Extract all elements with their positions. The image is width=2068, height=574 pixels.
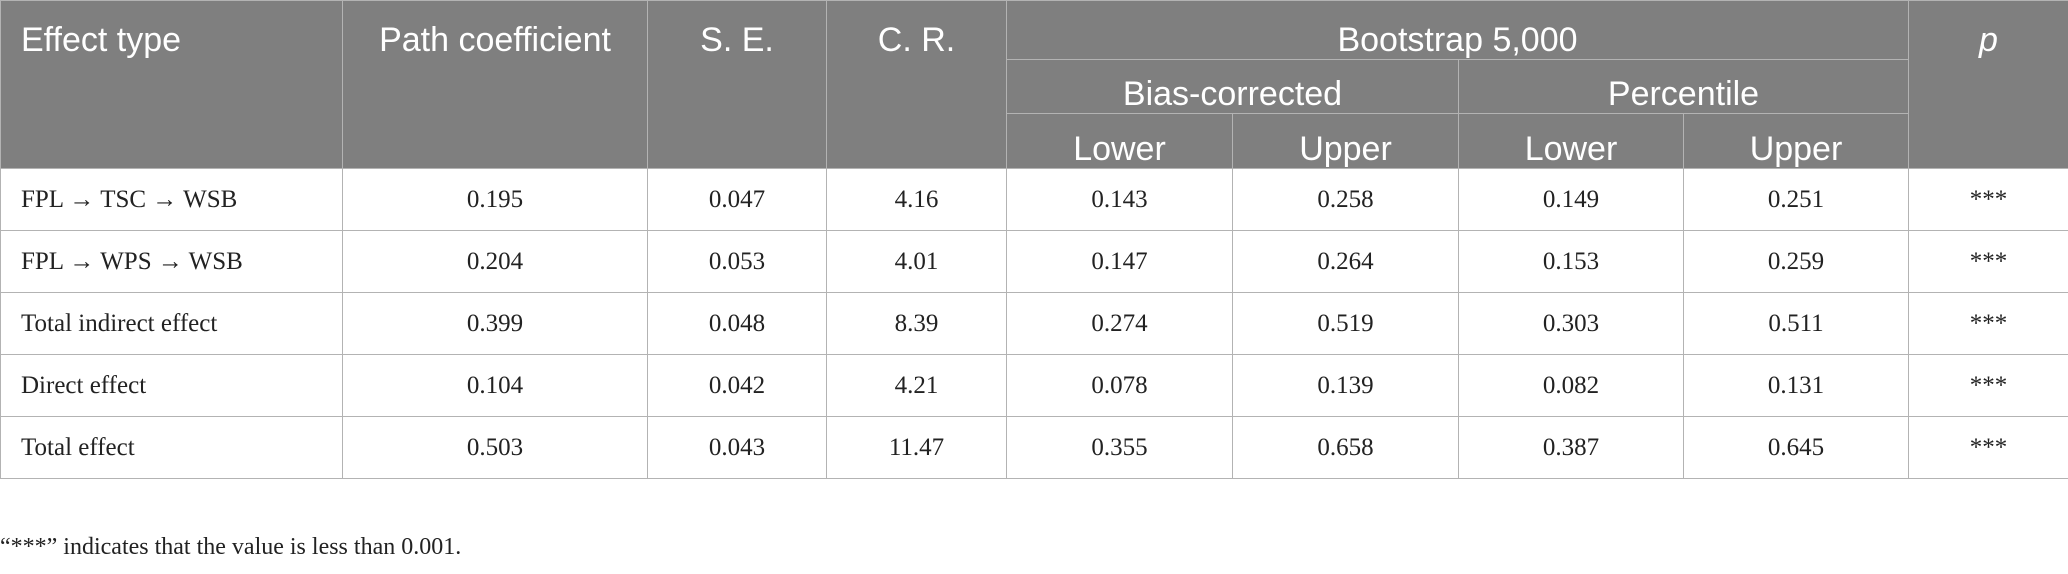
table-row: Total indirect effect 0.399 0.048 8.39 0… xyxy=(0,292,2068,355)
header-p: p xyxy=(1908,0,2068,169)
cell-bc-upper: 0.519 xyxy=(1232,292,1459,355)
header-cr: C. R. xyxy=(826,0,1007,169)
header-bias-corrected: Bias-corrected xyxy=(1006,59,1459,114)
cell-coef: 0.399 xyxy=(342,292,648,355)
cell-bc-lower: 0.147 xyxy=(1006,230,1233,293)
header-bc-lower: Lower xyxy=(1006,113,1233,169)
cell-p: *** xyxy=(1908,292,2068,355)
cell-se: 0.042 xyxy=(647,354,827,417)
header-bc-upper: Upper xyxy=(1232,113,1459,169)
cell-effect: Total effect xyxy=(0,416,343,479)
header-percentile: Percentile xyxy=(1458,59,1909,114)
cell-se: 0.048 xyxy=(647,292,827,355)
cell-p: *** xyxy=(1908,230,2068,293)
cell-pc-lower: 0.303 xyxy=(1458,292,1684,355)
table-row: Total effect 0.503 0.043 11.47 0.355 0.6… xyxy=(0,416,2068,479)
cell-p: *** xyxy=(1908,168,2068,231)
cell-coef: 0.104 xyxy=(342,354,648,417)
cell-bc-lower: 0.078 xyxy=(1006,354,1233,417)
cell-coef: 0.195 xyxy=(342,168,648,231)
cell-coef: 0.204 xyxy=(342,230,648,293)
cell-coef: 0.503 xyxy=(342,416,648,479)
cell-pc-upper: 0.251 xyxy=(1683,168,1909,231)
cell-pc-lower: 0.149 xyxy=(1458,168,1684,231)
cell-bc-upper: 0.139 xyxy=(1232,354,1459,417)
table-row: FPL → TSC → WSB 0.195 0.047 4.16 0.143 0… xyxy=(0,168,2068,231)
cell-pc-upper: 0.645 xyxy=(1683,416,1909,479)
cell-pc-lower: 0.082 xyxy=(1458,354,1684,417)
cell-bc-upper: 0.258 xyxy=(1232,168,1459,231)
mediation-effects-table: Effect type Path coefficient S. E. C. R.… xyxy=(0,0,2068,479)
header-path-coefficient: Path coefficient xyxy=(342,0,648,169)
table-footnote: “***” indicates that the value is less t… xyxy=(0,534,462,560)
cell-se: 0.043 xyxy=(647,416,827,479)
cell-se: 0.053 xyxy=(647,230,827,293)
cell-cr: 8.39 xyxy=(826,292,1007,355)
cell-effect: Direct effect xyxy=(0,354,343,417)
cell-bc-upper: 0.658 xyxy=(1232,416,1459,479)
cell-pc-upper: 0.511 xyxy=(1683,292,1909,355)
cell-p: *** xyxy=(1908,354,2068,417)
table-body: FPL → TSC → WSB 0.195 0.047 4.16 0.143 0… xyxy=(0,168,2068,479)
header-bootstrap: Bootstrap 5,000 xyxy=(1006,0,1909,60)
table-header: Effect type Path coefficient S. E. C. R.… xyxy=(0,0,2068,169)
cell-pc-upper: 0.259 xyxy=(1683,230,1909,293)
cell-se: 0.047 xyxy=(647,168,827,231)
cell-bc-upper: 0.264 xyxy=(1232,230,1459,293)
header-se: S. E. xyxy=(647,0,827,169)
cell-pc-lower: 0.153 xyxy=(1458,230,1684,293)
cell-cr: 4.01 xyxy=(826,230,1007,293)
cell-pc-lower: 0.387 xyxy=(1458,416,1684,479)
cell-cr: 4.21 xyxy=(826,354,1007,417)
table-row: FPL → WPS → WSB 0.204 0.053 4.01 0.147 0… xyxy=(0,230,2068,293)
cell-pc-upper: 0.131 xyxy=(1683,354,1909,417)
cell-effect: Total indirect effect xyxy=(0,292,343,355)
header-effect-type: Effect type xyxy=(0,0,343,169)
cell-bc-lower: 0.355 xyxy=(1006,416,1233,479)
header-pc-lower: Lower xyxy=(1458,113,1684,169)
cell-cr: 11.47 xyxy=(826,416,1007,479)
cell-effect: FPL → WPS → WSB xyxy=(0,230,343,293)
cell-bc-lower: 0.274 xyxy=(1006,292,1233,355)
header-pc-upper: Upper xyxy=(1683,113,1909,169)
cell-bc-lower: 0.143 xyxy=(1006,168,1233,231)
cell-p: *** xyxy=(1908,416,2068,479)
cell-cr: 4.16 xyxy=(826,168,1007,231)
cell-effect: FPL → TSC → WSB xyxy=(0,168,343,231)
table-row: Direct effect 0.104 0.042 4.21 0.078 0.1… xyxy=(0,354,2068,417)
